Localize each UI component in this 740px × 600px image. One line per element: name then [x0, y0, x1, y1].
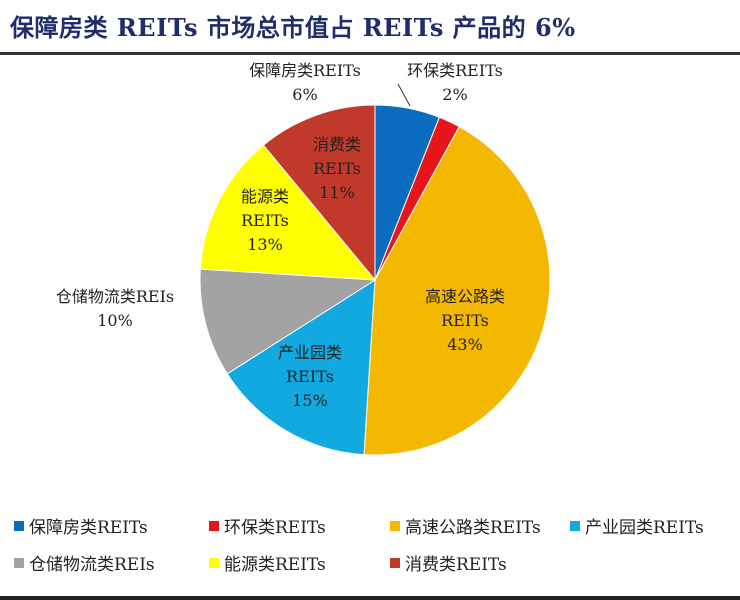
data-label: 2%	[442, 85, 467, 104]
legend-item: 消费类REITs	[390, 550, 507, 575]
legend-swatch	[209, 557, 219, 568]
data-label: REITs	[241, 211, 289, 230]
legend-label: 保障房类REITs	[29, 518, 148, 538]
legend-item: 能源类REITs	[209, 550, 326, 575]
legend-swatch	[209, 520, 219, 531]
legend-item: 保障房类REITs	[14, 513, 148, 538]
data-label: 15%	[292, 391, 328, 410]
data-label: 10%	[97, 311, 133, 330]
legend-item: 仓储物流类REIs	[14, 550, 155, 575]
data-label: REITs	[286, 367, 334, 386]
data-label: 11%	[319, 183, 355, 202]
legend-label: 产业园类REITs	[585, 518, 704, 538]
data-label: 43%	[447, 335, 483, 354]
data-label: REITs	[313, 159, 361, 178]
pie-slice-3	[226, 279, 376, 456]
legend-swatch	[390, 520, 400, 531]
legend-label: 消费类REITs	[405, 555, 507, 575]
leader-line	[397, 83, 411, 107]
pie-slice-5	[199, 144, 377, 281]
data-label: 13%	[247, 235, 283, 254]
data-label: 消费类	[313, 135, 361, 154]
legend-label: 仓储物流类REIs	[29, 555, 155, 575]
legend-item: 高速公路类REITs	[390, 513, 541, 538]
pie-slice-4	[199, 268, 377, 375]
legend-label: 能源类REITs	[224, 555, 326, 575]
legend-swatch	[14, 557, 24, 568]
legend-swatch	[14, 520, 24, 531]
bottom-divider	[0, 596, 740, 600]
legend-item: 环保类REITs	[209, 513, 326, 538]
legend-swatch	[570, 520, 580, 531]
title-divider	[0, 52, 740, 55]
data-label: 仓储物流类REIs	[56, 287, 174, 306]
legend-swatch	[390, 557, 400, 568]
data-label: REITs	[441, 311, 489, 330]
data-label: 环保类REITs	[407, 61, 503, 80]
chart-title: 保障房类 REITs 市场总市值占 REITs 产品的 6%	[10, 13, 576, 42]
legend-label: 环保类REITs	[224, 518, 326, 538]
data-label: 高速公路类	[425, 287, 505, 306]
legend-item: 产业园类REITs	[570, 513, 704, 538]
data-label: 保障房类REITs	[249, 61, 361, 80]
data-label: 产业园类	[278, 343, 342, 362]
data-label: 6%	[292, 85, 317, 104]
legend-label: 高速公路类REITs	[405, 518, 541, 538]
pie-slice-6	[262, 104, 376, 282]
data-label: 能源类	[241, 187, 289, 206]
pie-slice-2	[363, 125, 551, 456]
